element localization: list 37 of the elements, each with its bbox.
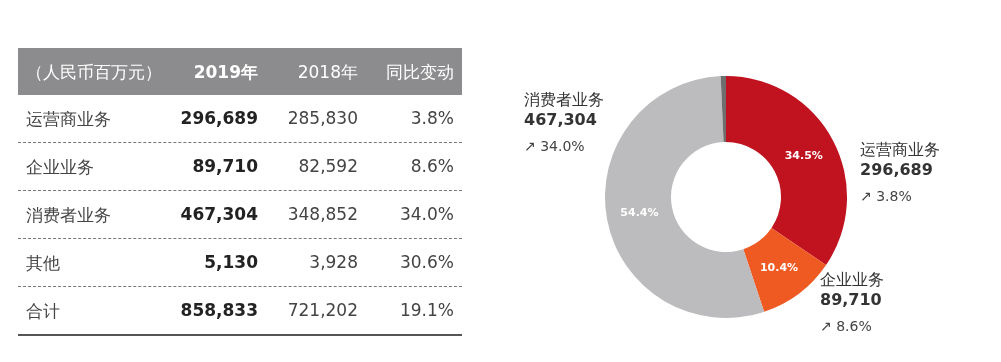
text: 2018年 bbox=[296, 61, 358, 84]
data-label: 34.5% bbox=[784, 149, 823, 163]
slice-label: 运营商业务 bbox=[860, 140, 940, 160]
text: 运营商业务 bbox=[26, 108, 112, 131]
text: 89,710 bbox=[191, 156, 258, 176]
text: 34.0% bbox=[399, 204, 454, 224]
text: 467,304 bbox=[179, 204, 258, 224]
text: ↗ 3.8% bbox=[860, 187, 913, 206]
data-label: 10.4% bbox=[759, 260, 799, 274]
text: 8.6% bbox=[409, 156, 454, 176]
slice-label: 消费者业务 bbox=[524, 90, 604, 110]
text: 3,928 bbox=[308, 252, 358, 272]
text: 同比变动 bbox=[385, 61, 454, 84]
text: ↗ 8.6% bbox=[820, 317, 873, 336]
text: 721,202 bbox=[286, 300, 358, 320]
data-label: 54.4% bbox=[620, 206, 659, 220]
text: 82,592 bbox=[297, 156, 358, 176]
text: 296,689 bbox=[860, 160, 934, 180]
text: （人民币百万元） bbox=[26, 61, 163, 84]
text: 消费者业务 bbox=[26, 204, 112, 227]
text: ↗ 34.0% bbox=[524, 137, 586, 156]
text: 3.8% bbox=[409, 108, 454, 128]
text: 30.6% bbox=[399, 252, 454, 272]
text: 5,130 bbox=[203, 252, 258, 272]
text: 合计 bbox=[26, 300, 61, 323]
text: 企业业务 bbox=[26, 156, 95, 179]
text: 348,852 bbox=[286, 204, 358, 224]
text: 285,830 bbox=[286, 108, 358, 128]
donut-slice bbox=[720, 76, 726, 143]
text: 19.1% bbox=[399, 300, 454, 320]
text: 296,689 bbox=[179, 108, 258, 128]
text: 2019年 bbox=[193, 62, 258, 82]
text: 858,833 bbox=[179, 300, 258, 320]
text: 467,304 bbox=[524, 110, 598, 130]
slice-label: 企业业务 bbox=[820, 270, 884, 290]
text: 89,710 bbox=[820, 290, 883, 310]
text: 其他 bbox=[26, 252, 61, 275]
